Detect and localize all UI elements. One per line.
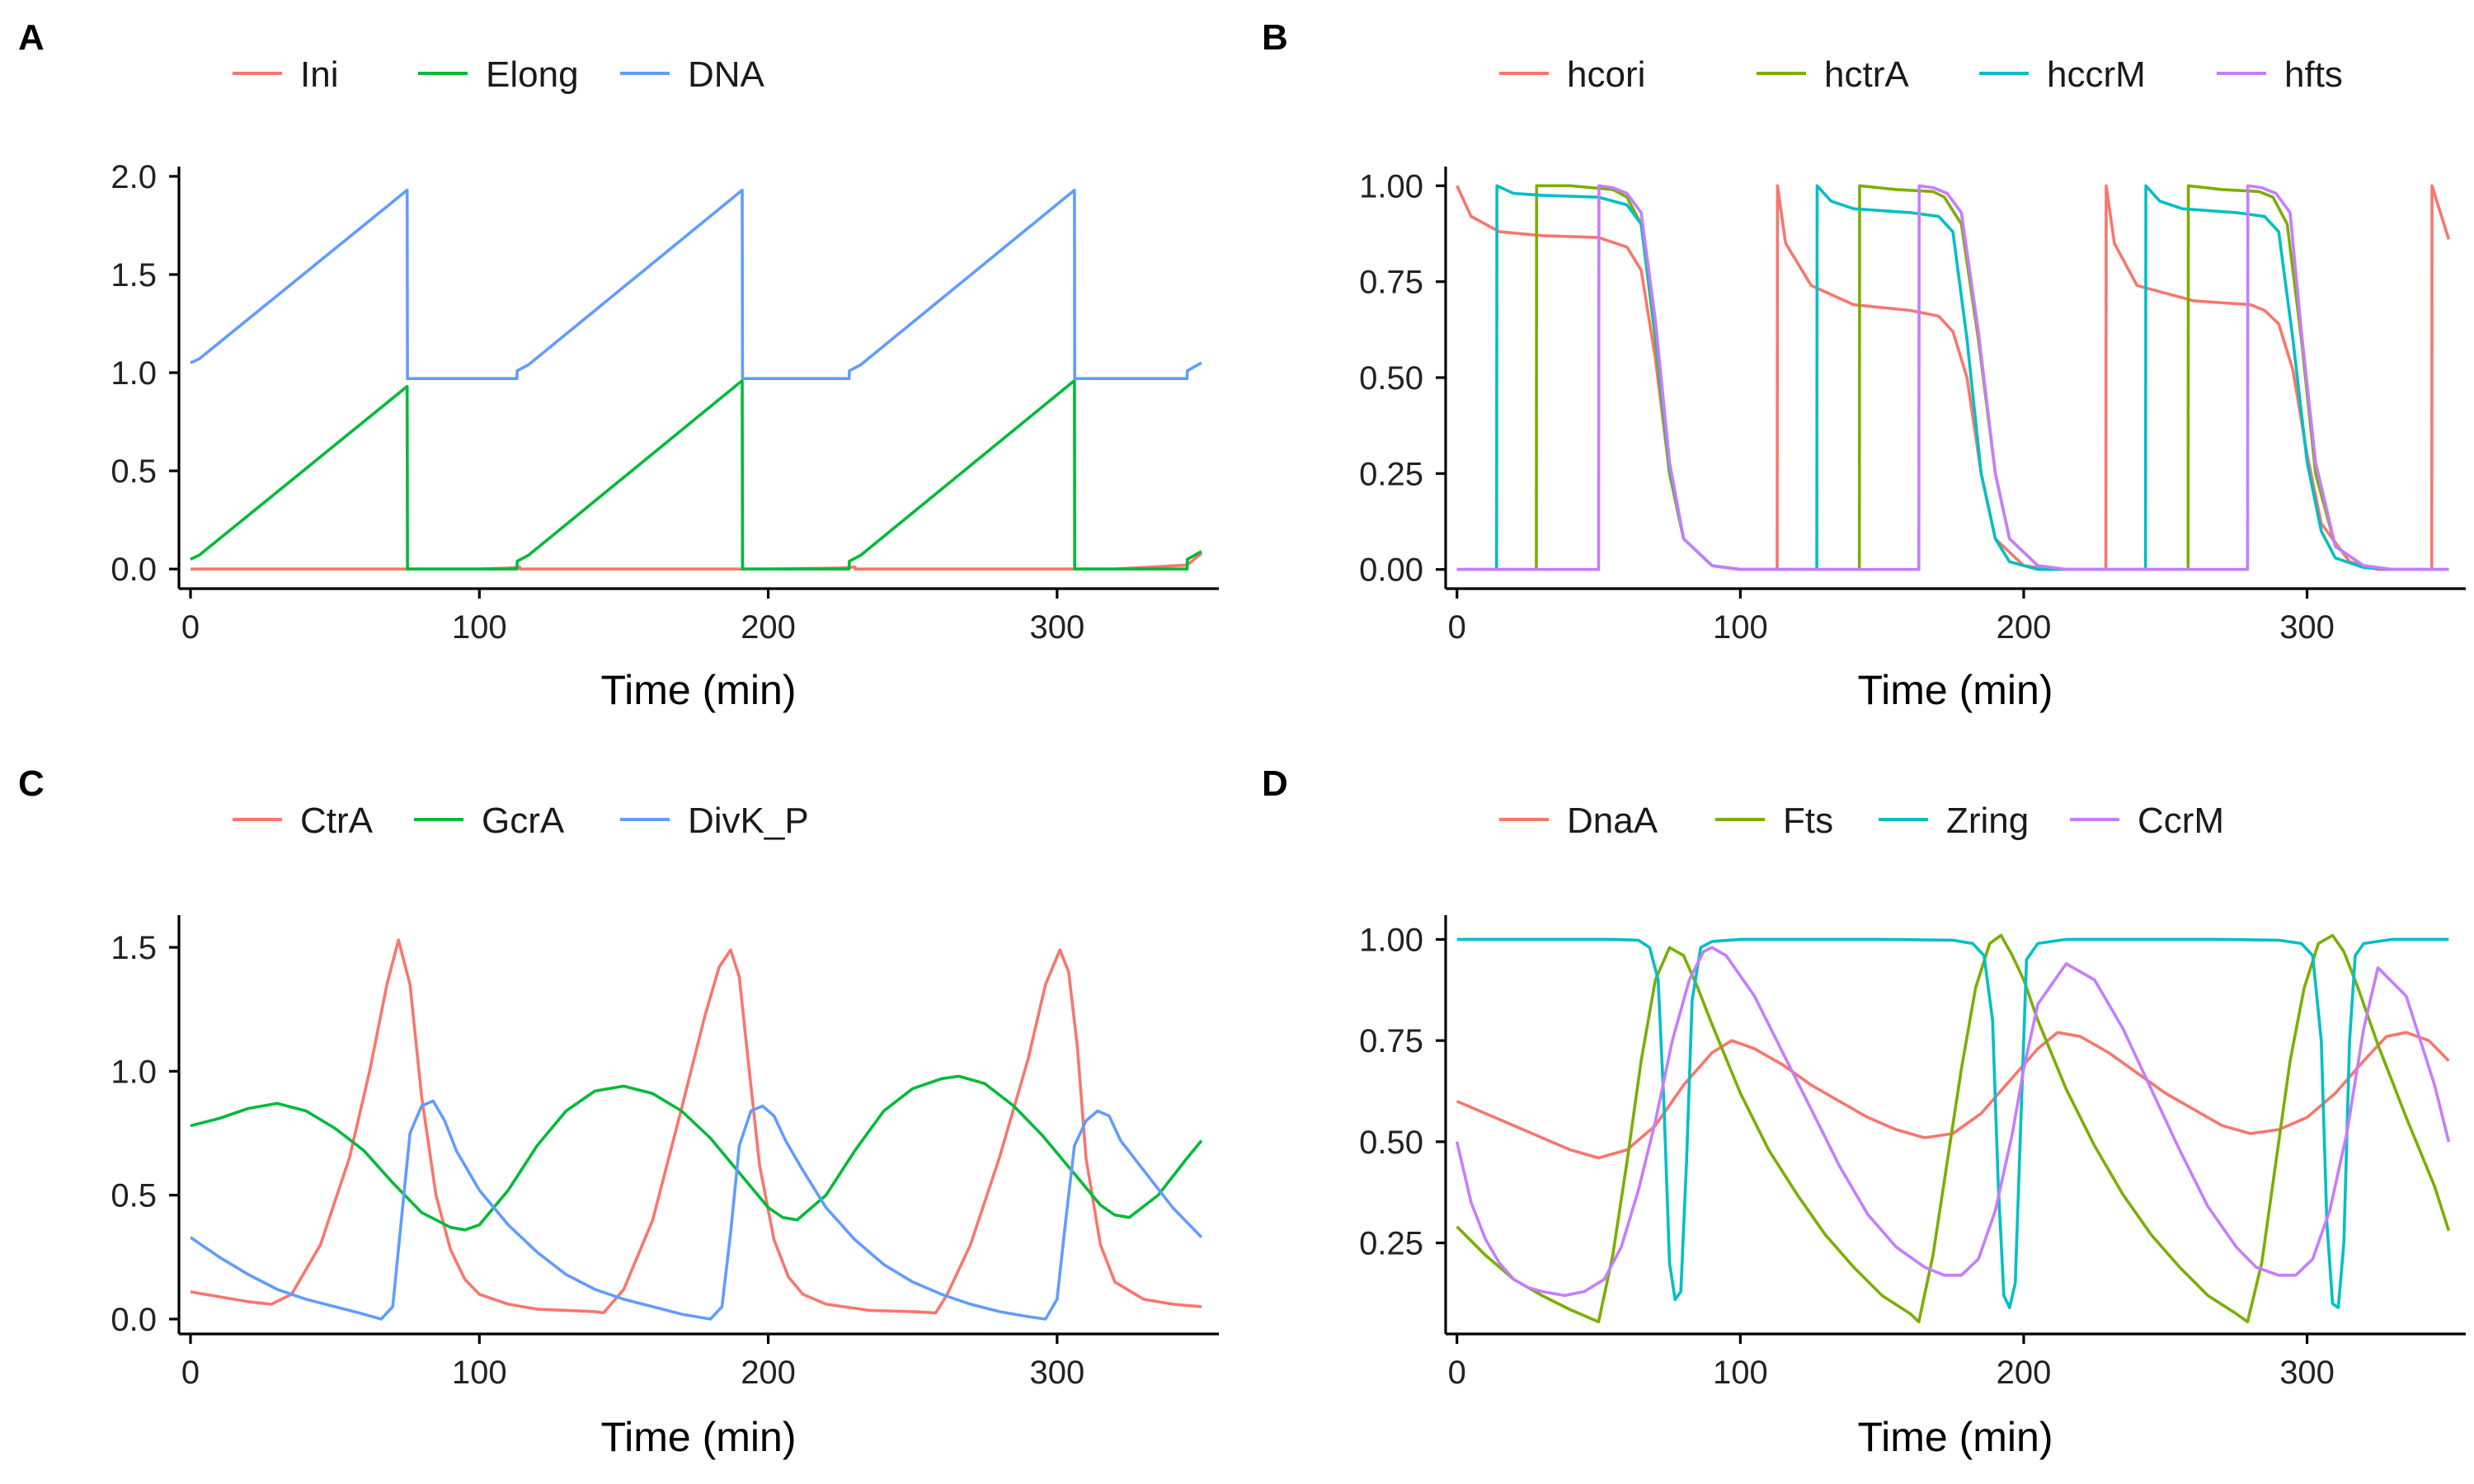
- x-tick-label-d: 300: [2279, 1355, 2335, 1391]
- plot-area-b: [1456, 184, 2451, 571]
- series-line-ccrm: [1455, 946, 2451, 1298]
- legend-label-hfts: hfts: [2284, 54, 2343, 95]
- legend-label-gcra: GcrA: [482, 801, 565, 841]
- y-tick-label-b: 1.00: [1359, 168, 1423, 204]
- y-tick-label-d: 1.00: [1359, 922, 1423, 958]
- series-line-zring: [1456, 937, 2449, 1309]
- y-tick-label-a: 1.0: [111, 355, 157, 392]
- legend-label-ctra: CtrA: [300, 801, 374, 841]
- series-line-hccrm: [1456, 184, 2449, 571]
- x-tick-label-c: 100: [452, 1355, 507, 1391]
- legend-label-dnaa: DnaA: [1567, 801, 1658, 841]
- x-tick-label-a: 300: [1029, 609, 1084, 646]
- y-tick-label-b: 0.00: [1359, 552, 1423, 589]
- x-axis-title-a: Time (min): [600, 667, 796, 713]
- plot-area-d: [1455, 933, 2451, 1324]
- legend-a: Ini Elong DNA: [233, 54, 765, 95]
- x-tick-label-c: 0: [181, 1355, 200, 1391]
- y-tick-label-a: 1.5: [111, 257, 157, 294]
- y-tick-label-d: 0.50: [1359, 1125, 1423, 1161]
- x-tick-label-b: 300: [2279, 609, 2335, 646]
- y-tick-label-d: 0.75: [1359, 1023, 1423, 1059]
- x-tick-label-a: 100: [452, 609, 507, 646]
- x-tick-label-a: 0: [181, 609, 200, 646]
- x-tick-label-c: 300: [1029, 1355, 1084, 1391]
- panel-letter-d: D: [1262, 763, 1288, 804]
- y-tick-label-b: 0.25: [1359, 456, 1423, 492]
- y-tick-label-c: 1.0: [111, 1054, 157, 1090]
- series-line-dnaa: [1456, 1031, 2450, 1160]
- legend-label-hcori: hcori: [1567, 54, 1645, 95]
- series-line-fts: [1456, 933, 2451, 1324]
- legend-label-ini: Ini: [300, 54, 338, 95]
- panel-c: C CtrA GcrA DivK_P Time (min) 0 100 200 300 0.…: [18, 763, 1219, 1460]
- x-axis-title-b: Time (min): [1857, 667, 2053, 713]
- series-line-ctra: [190, 938, 1202, 1315]
- legend-label-hccrm: hccrM: [2047, 54, 2146, 95]
- legend-b: hcori hctrA hccrM hfts: [1499, 54, 2343, 95]
- series-line-hcori: [1456, 184, 2451, 571]
- panel-letter-c: C: [18, 763, 45, 804]
- y-tick-label-b: 0.75: [1359, 265, 1423, 301]
- y-tick-label-a: 0.5: [111, 453, 157, 490]
- x-tick-label-a: 200: [741, 609, 796, 646]
- series-line-ini: [190, 552, 1203, 571]
- legend-label-zring: Zring: [1946, 801, 2029, 841]
- series-line-elong: [190, 378, 1202, 571]
- y-tick-label-a: 0.0: [111, 552, 157, 588]
- legend-label-dna: DNA: [688, 54, 765, 95]
- x-tick-label-d: 200: [1997, 1355, 2052, 1391]
- y-tick-label-c: 0.0: [111, 1302, 157, 1338]
- x-tick-label-b: 0: [1448, 609, 1466, 646]
- y-tick-label-c: 1.5: [111, 930, 157, 966]
- x-axis-title-d: Time (min): [1857, 1414, 2053, 1460]
- series-line-hctra: [1456, 184, 2449, 571]
- legend-c: CtrA GcrA DivK_P: [233, 801, 809, 841]
- x-tick-label-d: 0: [1448, 1355, 1466, 1391]
- series-line-divk-p: [189, 1099, 1203, 1321]
- panel-b: B hcori hctrA hccrM hfts Time (min) 0 100 200…: [1262, 17, 2466, 713]
- x-tick-label-c: 200: [741, 1355, 796, 1391]
- y-tick-label-d: 0.25: [1359, 1226, 1423, 1262]
- y-tick-label-b: 0.50: [1359, 360, 1423, 397]
- legend-label-hctra: hctrA: [1824, 54, 1909, 95]
- legend-d: DnaA Fts Zring CcrM: [1499, 801, 2224, 841]
- y-tick-label-a: 2.0: [111, 159, 157, 195]
- x-tick-label-b: 100: [1713, 609, 1768, 646]
- series-line-hfts: [1456, 184, 2449, 571]
- panel-a: A Ini Elong DNA Time (min) 0 100 200 300 0.0 0.…: [18, 17, 1219, 713]
- series-line-gcra: [190, 1074, 1203, 1232]
- x-tick-label-b: 200: [1997, 609, 2052, 646]
- legend-label-elong: Elong: [486, 54, 579, 95]
- legend-label-divk-p: DivK_P: [688, 801, 809, 841]
- x-axis-title-c: Time (min): [600, 1414, 796, 1460]
- panel-d: D DnaA Fts Zring CcrM Time (min) 0 100 200 300…: [1262, 763, 2466, 1460]
- legend-label-fts: Fts: [1783, 801, 1833, 841]
- series-line-dna: [190, 188, 1202, 380]
- legend-label-ccrm: CcrM: [2138, 801, 2224, 841]
- plot-area-c: [189, 938, 1203, 1321]
- plot-area-a: [190, 188, 1203, 571]
- x-tick-label-d: 100: [1713, 1355, 1768, 1391]
- panel-letter-b: B: [1262, 17, 1288, 58]
- panel-letter-a: A: [18, 17, 45, 58]
- y-tick-label-c: 0.5: [111, 1178, 157, 1214]
